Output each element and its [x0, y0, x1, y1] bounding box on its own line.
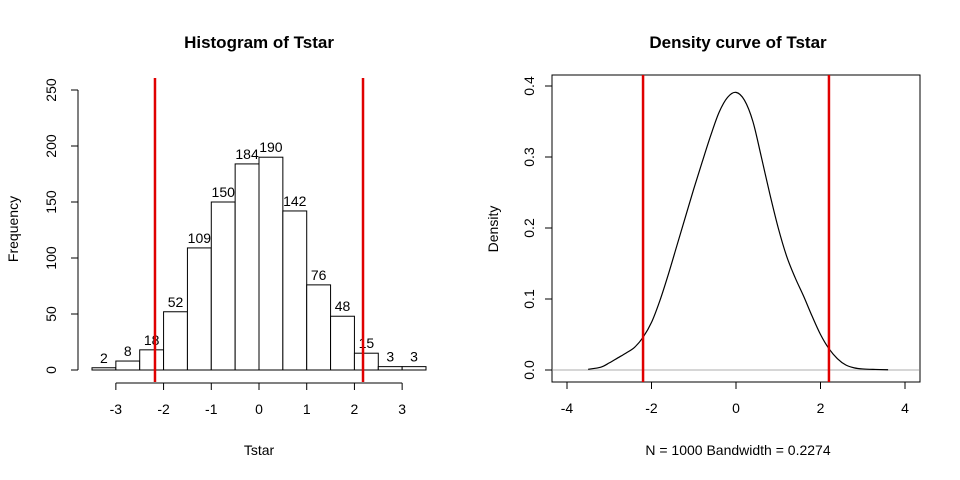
histogram-x-tick-label: 0	[255, 401, 263, 417]
density-plot-frame	[551, 74, 921, 383]
density-y-tick-label: 0.3	[521, 147, 537, 167]
histogram-bar	[282, 210, 308, 371]
histogram-bar	[115, 360, 141, 371]
histogram-bar-label: 190	[259, 139, 283, 155]
histogram-y-tick-label: 200	[43, 134, 59, 158]
density-x-tick-label: -2	[645, 400, 658, 416]
histogram-bar	[377, 366, 403, 371]
histogram-bar-label: 76	[311, 267, 327, 283]
histogram-bar	[186, 247, 212, 371]
density-x-axis: -4 -2 0 2 4	[561, 382, 909, 416]
density-x-tick-label: 0	[732, 400, 740, 416]
histogram-bar-label: 109	[188, 230, 212, 246]
histogram-bar	[91, 367, 117, 371]
histogram-y-tick-label: 50	[43, 306, 59, 322]
histogram-x-tick-label: -1	[205, 401, 218, 417]
histogram-bar-label: 142	[283, 193, 307, 209]
histogram-x-label: Tstar	[244, 442, 275, 458]
density-y-label: Density	[485, 206, 501, 253]
histogram-y-label: Frequency	[5, 196, 21, 262]
histogram-x-tick-label: -3	[110, 401, 123, 417]
density-y-tick-label: 0.1	[521, 289, 537, 309]
histogram-x-axis: -3 -2 -1 0 1 2 3	[110, 382, 406, 417]
histogram-bars	[91, 156, 427, 371]
density-y-tick-label: 0.2	[521, 218, 537, 238]
histogram-y-axis: 0 50 100 150 200 250	[43, 78, 79, 374]
histogram-x-tick-label: 2	[351, 401, 359, 417]
histogram-bar	[401, 366, 427, 371]
histogram-bar	[353, 352, 379, 371]
density-title: Density curve of Tstar	[649, 33, 827, 52]
density-critical-lines	[641, 75, 831, 382]
histogram-bar-label: 15	[359, 335, 375, 351]
histogram-bar-label: 3	[410, 349, 418, 365]
density-curve	[588, 91, 889, 371]
histogram-bar-label: 52	[168, 294, 184, 310]
histogram-data-labels: 2 8 18 52 109 150 184 190 142 76 48 15 3 3	[100, 139, 418, 366]
histogram-panel: Histogram of Tstar Tstar Frequency 2 8185…	[5, 33, 427, 458]
histogram-bar	[306, 284, 332, 371]
histogram-title: Histogram of Tstar	[184, 33, 334, 52]
histogram-bar-label: 48	[335, 298, 351, 314]
histogram-bar	[210, 201, 236, 371]
histogram-y-tick-label: 150	[43, 190, 59, 214]
histogram-y-tick-label: 250	[43, 78, 59, 102]
histogram-bar-label: 150	[212, 184, 236, 200]
histogram-x-tick-label: 1	[303, 401, 311, 417]
histogram-y-tick-label: 100	[43, 246, 59, 270]
histogram-bar	[139, 349, 165, 371]
histogram-bar	[163, 311, 188, 371]
density-x-tick-label: 4	[901, 400, 909, 416]
density-x-tick-label: 2	[817, 400, 825, 416]
density-y-tick-label: 0.4	[521, 76, 537, 96]
density-x-tick-label: -4	[561, 400, 574, 416]
histogram-bar-label: 184	[235, 146, 259, 162]
histogram-bar	[330, 315, 355, 371]
histogram-bar	[258, 156, 284, 371]
histogram-bar-label: 3	[386, 349, 394, 365]
histogram-bar-label: 18	[144, 332, 160, 348]
histogram-bar	[234, 163, 260, 371]
histogram-bar-label: 2	[100, 350, 108, 366]
histogram-bar-label: 8	[124, 343, 132, 359]
histogram-y-tick-label: 0	[43, 366, 59, 374]
histogram-x-tick-label: 3	[398, 401, 406, 417]
density-panel: Density curve of Tstar N = 1000 Bandwidt…	[485, 33, 921, 458]
histogram-critical-lines	[153, 78, 365, 382]
density-x-label: N = 1000 Bandwidth = 0.2274	[645, 442, 830, 458]
density-y-tick-label: 0.0	[521, 360, 537, 380]
density-y-axis: 0.0 0.1 0.2 0.3 0.4	[521, 76, 552, 380]
histogram-x-tick-label: -2	[157, 401, 170, 417]
